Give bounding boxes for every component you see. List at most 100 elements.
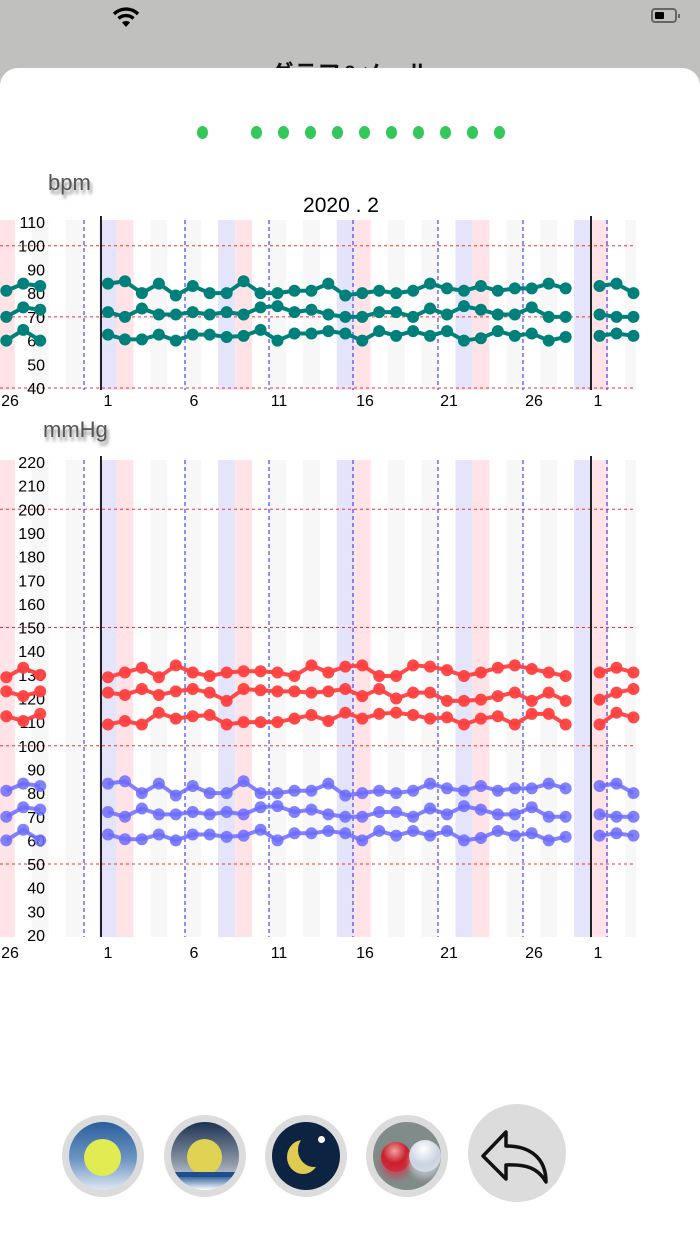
data-point bbox=[390, 287, 403, 300]
data-point bbox=[203, 328, 216, 341]
data-point bbox=[525, 707, 538, 720]
data-point bbox=[322, 325, 335, 338]
data-point bbox=[407, 810, 420, 823]
data-point bbox=[118, 775, 131, 788]
data-point bbox=[559, 331, 572, 344]
data-point bbox=[118, 333, 131, 346]
data-point bbox=[135, 683, 148, 696]
page-dot[interactable] bbox=[251, 126, 262, 139]
data-point bbox=[491, 690, 504, 703]
data-point bbox=[169, 808, 182, 821]
data-point bbox=[17, 323, 30, 336]
morning-button[interactable] bbox=[62, 1115, 144, 1197]
y-tick-label: 50 bbox=[27, 357, 45, 374]
y-tick-label: 90 bbox=[27, 762, 45, 779]
data-point bbox=[491, 784, 504, 797]
data-point bbox=[424, 802, 437, 815]
data-point bbox=[254, 823, 267, 836]
day-stripe bbox=[184, 220, 202, 390]
data-point bbox=[356, 659, 369, 672]
data-point bbox=[254, 323, 267, 336]
x-tick-label: 1 bbox=[594, 393, 603, 410]
data-point bbox=[322, 308, 335, 321]
data-point bbox=[356, 834, 369, 847]
day-stripe bbox=[65, 460, 83, 937]
page-dot[interactable] bbox=[467, 126, 478, 139]
wifi-icon bbox=[112, 7, 140, 27]
data-point bbox=[102, 777, 114, 790]
page-dot[interactable] bbox=[440, 126, 451, 139]
data-point bbox=[135, 833, 148, 846]
data-point bbox=[271, 666, 284, 679]
data-point bbox=[373, 325, 386, 338]
series-line bbox=[107, 279, 567, 298]
data-point bbox=[169, 834, 182, 847]
data-point bbox=[271, 716, 284, 729]
data-point bbox=[152, 777, 165, 790]
data-point bbox=[237, 829, 250, 842]
data-point bbox=[118, 666, 131, 679]
page-dot[interactable] bbox=[359, 126, 370, 139]
data-point bbox=[118, 833, 131, 846]
page-dot[interactable] bbox=[197, 126, 208, 139]
data-point bbox=[237, 808, 250, 821]
data-point bbox=[322, 777, 335, 790]
data-point bbox=[135, 802, 148, 815]
medicine-button[interactable] bbox=[366, 1115, 448, 1197]
data-point bbox=[220, 830, 233, 843]
data-point bbox=[457, 300, 470, 313]
data-point bbox=[271, 300, 284, 313]
vital-charts[interactable]: 1101009080706050402616111621261220210200… bbox=[0, 0, 700, 970]
data-point bbox=[390, 706, 403, 719]
data-point bbox=[0, 834, 13, 847]
data-point bbox=[390, 806, 403, 819]
data-point bbox=[627, 810, 640, 823]
data-point bbox=[102, 828, 114, 841]
data-point bbox=[288, 712, 301, 725]
data-point bbox=[34, 685, 47, 698]
evening-button[interactable] bbox=[164, 1115, 246, 1197]
y-tick-label: 140 bbox=[18, 644, 45, 661]
data-point bbox=[390, 306, 403, 319]
data-point bbox=[305, 686, 318, 699]
day-stripe bbox=[506, 220, 524, 390]
data-point bbox=[17, 714, 30, 727]
page-dot[interactable] bbox=[413, 126, 424, 139]
data-point bbox=[610, 777, 623, 790]
data-point bbox=[135, 718, 148, 731]
data-point bbox=[34, 780, 47, 793]
data-point bbox=[17, 823, 30, 836]
data-point bbox=[508, 282, 521, 295]
data-point bbox=[491, 284, 504, 297]
day-stripe bbox=[0, 460, 15, 937]
page-dot[interactable] bbox=[386, 126, 397, 139]
data-point bbox=[271, 800, 284, 813]
data-point bbox=[102, 718, 114, 731]
data-point bbox=[441, 694, 453, 707]
night-button[interactable] bbox=[265, 1115, 347, 1197]
page-dot[interactable] bbox=[278, 126, 289, 139]
data-point bbox=[152, 308, 165, 321]
x-tick-label: 21 bbox=[440, 945, 458, 962]
data-point bbox=[457, 694, 470, 707]
battery-icon bbox=[651, 8, 680, 23]
page-dot[interactable] bbox=[332, 126, 343, 139]
page-indicator[interactable] bbox=[0, 126, 700, 139]
data-point bbox=[339, 810, 352, 823]
y-tick-label: 210 bbox=[18, 479, 45, 496]
data-point bbox=[186, 780, 199, 793]
data-point bbox=[322, 824, 335, 837]
data-point bbox=[135, 287, 148, 300]
data-point bbox=[17, 777, 30, 790]
data-point bbox=[373, 683, 386, 696]
x-tick-label: 26 bbox=[525, 393, 543, 410]
x-tick-label: 26 bbox=[1, 393, 19, 410]
data-point bbox=[0, 334, 13, 347]
data-point bbox=[220, 287, 233, 300]
data-point bbox=[237, 716, 250, 729]
back-button[interactable] bbox=[468, 1104, 566, 1202]
page-dot[interactable] bbox=[305, 126, 316, 139]
page-dot[interactable] bbox=[494, 126, 505, 139]
data-point bbox=[373, 284, 386, 297]
data-point bbox=[491, 710, 504, 723]
